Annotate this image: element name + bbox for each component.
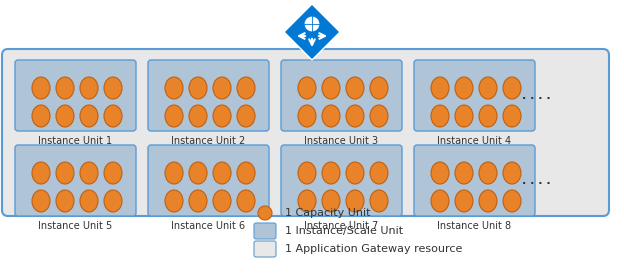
Ellipse shape (431, 77, 449, 99)
Ellipse shape (503, 77, 521, 99)
Text: 1 Capacity Unit: 1 Capacity Unit (285, 208, 371, 218)
Ellipse shape (431, 190, 449, 212)
Ellipse shape (479, 162, 497, 184)
Ellipse shape (479, 77, 497, 99)
Ellipse shape (213, 105, 231, 127)
Ellipse shape (237, 77, 255, 99)
FancyBboxPatch shape (148, 60, 269, 131)
Ellipse shape (56, 77, 74, 99)
Ellipse shape (455, 162, 473, 184)
Ellipse shape (165, 190, 183, 212)
Text: . . . .: . . . . (522, 176, 550, 186)
Ellipse shape (32, 162, 50, 184)
Circle shape (304, 16, 320, 32)
Text: 1 Instance/Scale Unit: 1 Instance/Scale Unit (285, 226, 403, 236)
Ellipse shape (322, 105, 340, 127)
Ellipse shape (298, 162, 316, 184)
Ellipse shape (298, 77, 316, 99)
Text: Instance Unit 4: Instance Unit 4 (437, 136, 512, 146)
Ellipse shape (455, 190, 473, 212)
Ellipse shape (213, 190, 231, 212)
Text: Instance Unit 2: Instance Unit 2 (172, 136, 246, 146)
Ellipse shape (80, 77, 98, 99)
Ellipse shape (237, 190, 255, 212)
Ellipse shape (104, 162, 122, 184)
Ellipse shape (346, 190, 364, 212)
Text: Instance Unit 5: Instance Unit 5 (38, 221, 112, 231)
Ellipse shape (80, 105, 98, 127)
Text: Instance Unit 6: Instance Unit 6 (172, 221, 246, 231)
Ellipse shape (32, 77, 50, 99)
Ellipse shape (213, 162, 231, 184)
Ellipse shape (104, 77, 122, 99)
Ellipse shape (298, 190, 316, 212)
Text: Instance Unit 8: Instance Unit 8 (437, 221, 512, 231)
Ellipse shape (237, 105, 255, 127)
Ellipse shape (346, 162, 364, 184)
Ellipse shape (189, 105, 207, 127)
FancyBboxPatch shape (281, 60, 402, 131)
Ellipse shape (455, 77, 473, 99)
Ellipse shape (431, 105, 449, 127)
Ellipse shape (370, 77, 388, 99)
Ellipse shape (479, 190, 497, 212)
Polygon shape (284, 4, 340, 60)
Ellipse shape (56, 105, 74, 127)
Ellipse shape (503, 105, 521, 127)
Text: Instance Unit 1: Instance Unit 1 (39, 136, 112, 146)
Ellipse shape (56, 190, 74, 212)
Text: Instance Unit 3: Instance Unit 3 (305, 136, 379, 146)
Ellipse shape (503, 162, 521, 184)
Ellipse shape (213, 77, 231, 99)
Ellipse shape (32, 105, 50, 127)
Ellipse shape (56, 162, 74, 184)
Text: 1 Application Gateway resource: 1 Application Gateway resource (285, 244, 462, 254)
Ellipse shape (32, 190, 50, 212)
FancyBboxPatch shape (15, 145, 136, 216)
Text: Instance Unit 7: Instance Unit 7 (305, 221, 379, 231)
Ellipse shape (104, 105, 122, 127)
Ellipse shape (165, 162, 183, 184)
Ellipse shape (80, 190, 98, 212)
FancyBboxPatch shape (148, 145, 269, 216)
Ellipse shape (189, 77, 207, 99)
Ellipse shape (455, 105, 473, 127)
FancyBboxPatch shape (414, 60, 535, 131)
Ellipse shape (165, 105, 183, 127)
Ellipse shape (370, 190, 388, 212)
Ellipse shape (80, 162, 98, 184)
Ellipse shape (431, 162, 449, 184)
FancyBboxPatch shape (2, 49, 609, 216)
Ellipse shape (298, 105, 316, 127)
Ellipse shape (322, 190, 340, 212)
FancyBboxPatch shape (254, 223, 276, 239)
Ellipse shape (346, 105, 364, 127)
FancyBboxPatch shape (254, 241, 276, 257)
Ellipse shape (370, 162, 388, 184)
Ellipse shape (165, 77, 183, 99)
Ellipse shape (370, 105, 388, 127)
Ellipse shape (346, 77, 364, 99)
Ellipse shape (237, 162, 255, 184)
Ellipse shape (322, 162, 340, 184)
Ellipse shape (258, 206, 272, 220)
Ellipse shape (503, 190, 521, 212)
FancyBboxPatch shape (15, 60, 136, 131)
Ellipse shape (189, 162, 207, 184)
Ellipse shape (104, 190, 122, 212)
FancyBboxPatch shape (281, 145, 402, 216)
Ellipse shape (479, 105, 497, 127)
Ellipse shape (322, 77, 340, 99)
FancyBboxPatch shape (414, 145, 535, 216)
Text: . . . .: . . . . (522, 91, 550, 101)
Ellipse shape (189, 190, 207, 212)
